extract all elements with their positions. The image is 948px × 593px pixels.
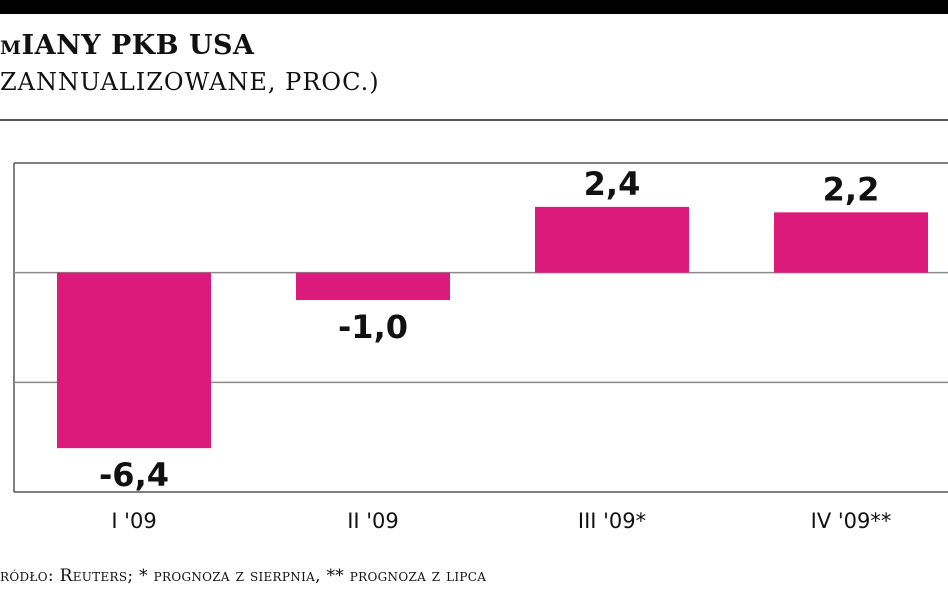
value-label-0: -6,4 xyxy=(99,456,169,494)
bar-0 xyxy=(57,272,211,449)
source-note: ródło: Reuters; * prognoza z sierpnia, *… xyxy=(0,566,487,586)
top-bar xyxy=(0,0,948,14)
category-label-0: I '09 xyxy=(111,509,156,533)
bar-2 xyxy=(535,206,689,273)
chart-subtitle: ZANNUALIZOWANE, PROC.) xyxy=(0,68,380,96)
bar-1 xyxy=(296,272,450,301)
value-label-3: 2,2 xyxy=(823,170,880,208)
category-label-2: III '09* xyxy=(578,509,646,533)
category-label-1: II '09 xyxy=(347,509,399,533)
value-label-2: 2,4 xyxy=(584,165,641,203)
chart-title: mIANY PKB USA xyxy=(0,30,255,61)
bar-3 xyxy=(774,212,928,273)
value-label-1: -1,0 xyxy=(338,308,408,346)
category-label-3: IV '09** xyxy=(811,509,892,533)
